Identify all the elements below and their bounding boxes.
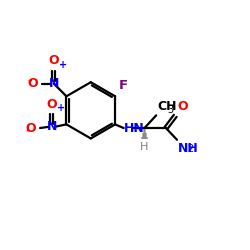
Text: F: F (119, 79, 128, 92)
Text: N: N (46, 120, 57, 133)
Text: +: + (58, 60, 67, 70)
Text: O: O (177, 100, 188, 114)
Text: +: + (57, 103, 65, 113)
Text: 3: 3 (167, 105, 173, 115)
Text: H: H (140, 142, 149, 152)
Text: O: O (48, 54, 59, 68)
Text: -: - (26, 126, 30, 136)
Text: -: - (28, 76, 32, 86)
Text: CH: CH (158, 100, 177, 113)
Text: HN: HN (124, 122, 144, 134)
Text: N: N (48, 77, 59, 90)
Text: 2: 2 (188, 144, 194, 154)
Text: O: O (46, 98, 57, 111)
Text: O: O (27, 77, 38, 90)
Text: NH: NH (178, 142, 199, 155)
Text: O: O (25, 122, 36, 134)
